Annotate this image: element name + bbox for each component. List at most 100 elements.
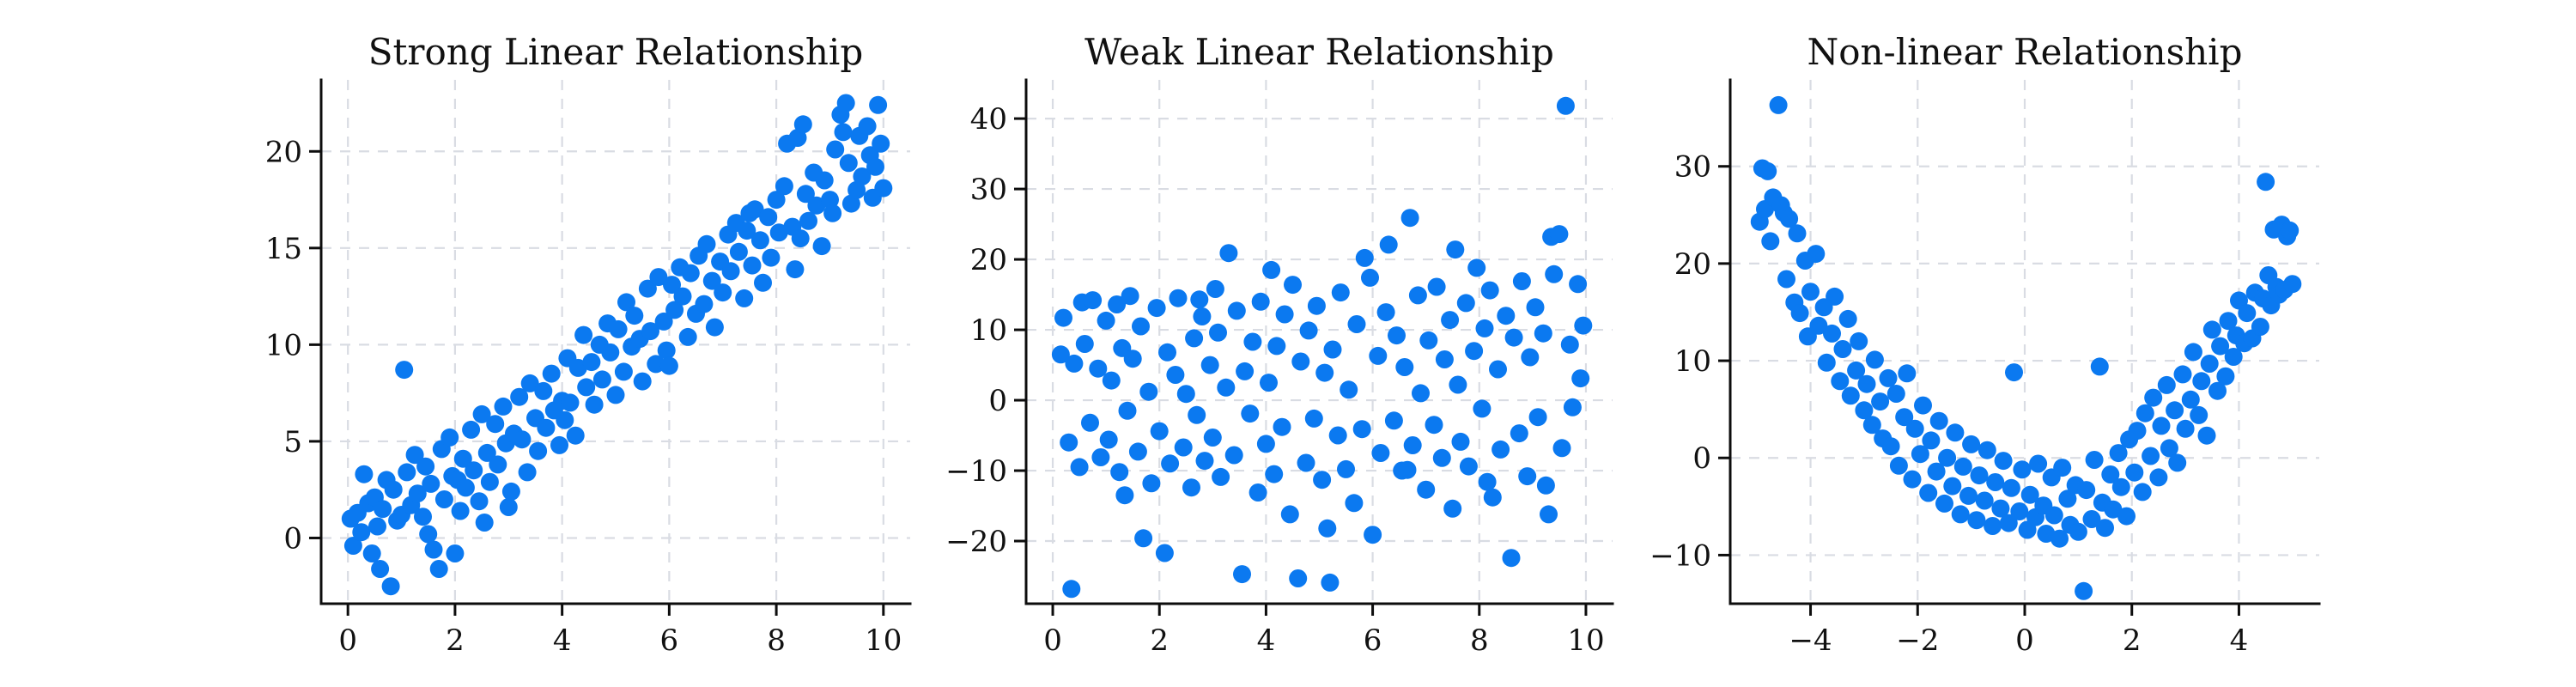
axis-tick-labels: 0 2 4 6 8 10 −20 −10 0 10 20 30 40 <box>945 102 1604 658</box>
data-point <box>745 200 764 219</box>
data-point <box>869 95 888 114</box>
data-point <box>681 264 700 283</box>
y-tick-label: −10 <box>945 454 1007 489</box>
data-point <box>529 441 548 460</box>
data-point <box>2283 275 2302 294</box>
data-point <box>2238 304 2257 323</box>
data-point <box>1256 435 1275 453</box>
data-point <box>1408 286 1427 305</box>
x-tick-label: 8 <box>1470 623 1489 658</box>
data-point <box>1321 573 1340 592</box>
axis-ticks <box>1014 117 1588 616</box>
data-point <box>566 426 585 445</box>
chart-title: Weak Linear Relationship <box>1084 31 1554 73</box>
data-point <box>486 415 505 434</box>
data-point <box>1510 424 1528 443</box>
data-point <box>446 544 465 562</box>
data-point <box>1313 471 1332 489</box>
data-point <box>2085 451 2104 469</box>
data-point <box>1425 416 1443 435</box>
data-point <box>395 361 414 380</box>
data-point <box>1475 319 1494 337</box>
data-point <box>1155 544 1174 562</box>
y-tick-label: 0 <box>283 521 302 556</box>
x-tick-label: 4 <box>2230 623 2249 658</box>
data-point <box>775 177 793 196</box>
data-point <box>384 480 403 499</box>
data-point <box>759 208 778 227</box>
scatter-plot-1: 0 2 4 6 8 10 0 5 10 15 20 Strong Linear Relationshi… <box>265 31 912 658</box>
scatter-plot-2: 0 2 4 6 8 10 −20 −10 0 10 20 30 40 Weak Linear Relati… <box>945 31 1614 658</box>
data-point <box>1142 474 1161 493</box>
data-point <box>1855 401 1874 420</box>
data-point <box>1823 324 1841 343</box>
data-point <box>1081 413 1099 432</box>
data-point <box>1323 340 1342 359</box>
chart-title: Strong Linear Relationship <box>368 31 864 73</box>
data-point <box>2117 507 2136 526</box>
data-point <box>1446 240 1465 259</box>
y-tick-label: 40 <box>970 102 1007 137</box>
data-point <box>1492 440 1510 459</box>
data-point <box>1943 477 1962 495</box>
data-point <box>556 410 574 429</box>
data-point <box>1911 445 1929 464</box>
data-point <box>1871 392 1890 411</box>
data-point <box>1299 321 1318 340</box>
data-point <box>1889 456 1908 475</box>
data-point <box>793 115 812 134</box>
data-point <box>1862 416 1881 435</box>
data-point <box>2101 465 2120 483</box>
data-point <box>1841 386 1860 405</box>
x-tick-label: 2 <box>2123 623 2142 658</box>
data-point <box>1369 346 1388 365</box>
data-point <box>1384 411 1403 430</box>
data-point <box>2044 506 2063 525</box>
data-point <box>1169 289 1188 307</box>
data-point <box>649 268 668 287</box>
data-point <box>1817 353 1836 372</box>
data-point <box>1352 420 1371 439</box>
data-point <box>537 418 556 437</box>
data-point <box>2058 489 2077 508</box>
data-point <box>1526 298 1545 317</box>
data-point <box>1118 401 1137 420</box>
data-point <box>2082 510 2101 528</box>
data-point <box>371 560 390 578</box>
data-point <box>1340 380 1358 399</box>
data-point <box>1497 307 1516 325</box>
data-point <box>405 446 424 465</box>
data-point <box>2111 477 2130 496</box>
data-point <box>1102 371 1121 390</box>
data-point <box>1176 385 1195 404</box>
y-tick-label: −10 <box>1649 538 1711 573</box>
data-point <box>374 500 392 519</box>
data-point <box>542 364 561 383</box>
data-point <box>518 463 537 482</box>
data-points <box>1750 95 2302 600</box>
scatter-plot-3: −4 −2 0 2 4 −10 0 10 20 30 Non-linear Relationship <box>1649 31 2321 658</box>
data-point <box>823 204 842 222</box>
data-point <box>510 387 529 406</box>
data-point <box>1182 478 1200 497</box>
data-point <box>767 191 786 210</box>
data-point <box>609 319 628 338</box>
data-point <box>1395 358 1414 376</box>
data-point <box>2029 454 2048 473</box>
data-point <box>1412 384 1430 403</box>
data-point <box>1297 453 1315 472</box>
data-point <box>1441 311 1460 330</box>
data-point <box>1089 359 1108 378</box>
data-point <box>1769 95 1788 114</box>
data-point <box>1262 260 1281 279</box>
data-point <box>1097 311 1115 330</box>
data-point <box>647 355 665 374</box>
data-point <box>1134 529 1153 548</box>
data-point <box>1951 505 1970 524</box>
data-point <box>489 455 507 474</box>
data-point <box>841 194 860 213</box>
data-point <box>1110 463 1129 482</box>
data-point <box>786 260 805 279</box>
chart-title: Non-linear Relationship <box>1807 31 2242 73</box>
data-point <box>475 514 494 532</box>
